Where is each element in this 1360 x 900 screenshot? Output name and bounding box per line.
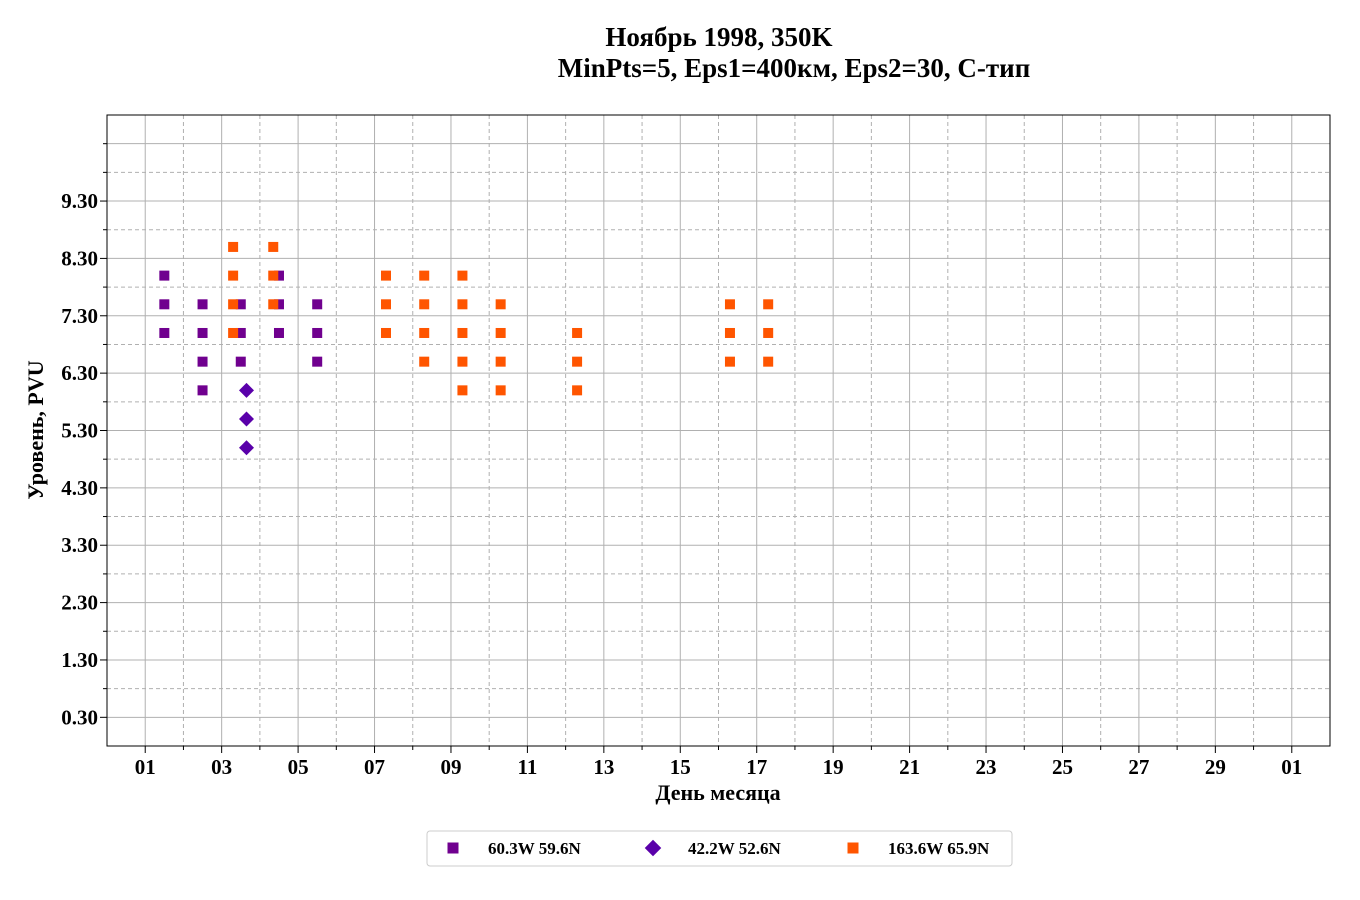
series-3-point [268, 241, 279, 252]
series-3-point [419, 299, 430, 310]
x-axis: 01 03 05 07 09 11 13 15 17 19 21 23 25 27 29 01 [135, 746, 1302, 779]
x-tick-label: 19 [823, 755, 844, 779]
series-3-point [572, 327, 583, 338]
legend-label-1: 60.3W 59.6N [488, 839, 581, 858]
series-3-point [457, 356, 468, 367]
y-axis: 0.30 1.30 2.30 3.30 4.30 5.30 6.30 7.30 8.30 9.30 [61, 143, 107, 729]
y-axis-label: Уровень, PVU [23, 360, 48, 499]
x-tick-label: 03 [211, 755, 232, 779]
series-3-point [268, 299, 279, 310]
x-tick-label: 21 [899, 755, 920, 779]
legend-label-2: 42.2W 52.6N [688, 839, 781, 858]
series-3-point [228, 327, 239, 338]
series-3-point [572, 385, 583, 396]
series-3-point [419, 327, 430, 338]
series-3-point [419, 270, 430, 281]
series-1-point [159, 327, 170, 338]
series-2-point [238, 382, 254, 398]
x-tick-label: 01 [1281, 755, 1302, 779]
y-tick-label: 8.30 [61, 246, 98, 270]
series-3-point [228, 241, 239, 252]
plot-markers [159, 241, 774, 456]
series-3-point [268, 270, 279, 281]
series-3-point [457, 327, 468, 338]
series-3-point [228, 270, 239, 281]
x-tick-label: 07 [364, 755, 385, 779]
series-3-point [724, 356, 735, 367]
legend-marker-1 [447, 842, 459, 854]
series-3-point [763, 327, 774, 338]
series-1-point [273, 327, 284, 338]
grid-major [107, 115, 1330, 746]
series-1-point [235, 327, 246, 338]
series-3-point [419, 356, 430, 367]
x-tick-label: 13 [593, 755, 614, 779]
legend-marker-3 [847, 842, 859, 854]
series-2-point [238, 440, 254, 456]
series-1-point [159, 299, 170, 310]
series-3-point [763, 356, 774, 367]
x-tick-label: 11 [517, 755, 537, 779]
series-3-point [228, 299, 239, 310]
x-axis-label: День месяца [655, 780, 780, 805]
legend-label-3: 163.6W 65.9N [888, 839, 990, 858]
x-tick-label: 23 [976, 755, 997, 779]
series-3-point [457, 270, 468, 281]
legend: 60.3W 59.6N 42.2W 52.6N 163.6W 65.9N [426, 830, 1013, 867]
series-3-point [457, 385, 468, 396]
series-3-point [380, 270, 391, 281]
series-1-point [235, 356, 246, 367]
series-1-point [312, 356, 323, 367]
x-tick-label: 05 [288, 755, 309, 779]
y-tick-label: 4.30 [61, 476, 98, 500]
series-3-point [724, 327, 735, 338]
x-tick-label: 25 [1052, 755, 1073, 779]
series-1-point [312, 299, 323, 310]
legend-marker-2 [644, 839, 662, 857]
series-1-point [273, 299, 284, 310]
series-3-point [380, 299, 391, 310]
series-1-point [273, 270, 284, 281]
chart-title-line-2: MinPts=5, Eps1=400км, Eps2=30, C-тип [558, 53, 1031, 83]
x-tick-label: 15 [670, 755, 691, 779]
y-tick-label: 5.30 [61, 419, 98, 443]
series-2-point [238, 411, 254, 427]
series-3-point [763, 299, 774, 310]
series-1-point [197, 356, 208, 367]
chart-title-line-1: Ноябрь 1998, 350K [605, 22, 832, 52]
x-tick-label: 09 [440, 755, 461, 779]
legend-box [426, 830, 1013, 867]
plot-frame [106, 114, 1331, 747]
series-3-point [724, 299, 735, 310]
series-3-point [495, 356, 506, 367]
series-3-point [495, 327, 506, 338]
series-1-point [312, 327, 323, 338]
series-3-point [495, 299, 506, 310]
series-1-point [197, 327, 208, 338]
y-tick-label: 7.30 [61, 304, 98, 328]
y-tick-label: 0.30 [61, 705, 98, 729]
y-tick-label: 3.30 [61, 533, 98, 557]
series-1-point [235, 299, 246, 310]
x-tick-label: 01 [135, 755, 156, 779]
x-tick-label: 29 [1205, 755, 1226, 779]
y-tick-label: 2.30 [61, 591, 98, 615]
x-tick-label: 17 [746, 755, 767, 779]
series-1-point [197, 299, 208, 310]
series-3-point [572, 356, 583, 367]
series-3-point [457, 299, 468, 310]
series-1-point [197, 385, 208, 396]
y-tick-label: 9.30 [61, 189, 98, 213]
y-tick-label: 6.30 [61, 361, 98, 385]
y-tick-label: 1.30 [61, 648, 98, 672]
series-3-point [495, 385, 506, 396]
x-tick-label: 27 [1128, 755, 1149, 779]
series-1-point [159, 270, 170, 281]
series-3-point [380, 327, 391, 338]
